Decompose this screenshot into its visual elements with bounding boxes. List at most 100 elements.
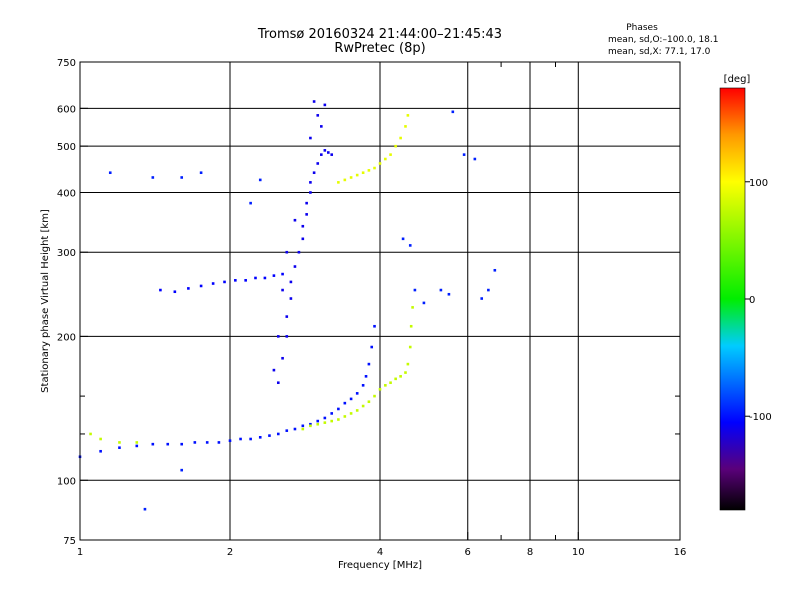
phase-stats-x: mean, sd,X: 77.1, 17.0 xyxy=(608,47,711,57)
data-point xyxy=(355,173,359,177)
data-point xyxy=(349,176,353,179)
data-point xyxy=(413,288,417,292)
data-point xyxy=(285,250,289,254)
x-tick-label: 6 xyxy=(465,547,471,558)
data-point xyxy=(367,400,371,404)
data-point xyxy=(309,181,312,184)
data-point xyxy=(399,375,402,378)
data-point xyxy=(276,432,280,436)
data-point xyxy=(312,100,316,103)
data-point xyxy=(99,437,102,441)
data-point xyxy=(330,153,334,156)
data-point xyxy=(301,237,305,241)
data-point xyxy=(349,397,353,401)
data-point xyxy=(361,404,365,408)
y-tick-label: 100 xyxy=(57,476,76,487)
data-point xyxy=(180,176,184,179)
data-point xyxy=(199,284,203,288)
data-point xyxy=(406,362,410,366)
data-point xyxy=(239,437,242,441)
phase-stats-o: mean, sd,O:–100.0, 18.1 xyxy=(608,35,719,45)
x-axis-label: Frequency [MHz] xyxy=(338,560,422,571)
data-point xyxy=(217,441,221,444)
data-point xyxy=(143,507,147,511)
data-point xyxy=(223,280,226,284)
data-point xyxy=(244,279,247,282)
data-point xyxy=(193,441,197,444)
data-point xyxy=(166,442,170,446)
data-point xyxy=(135,441,139,444)
data-point xyxy=(316,422,320,426)
y-tick-label: 400 xyxy=(57,188,76,199)
x-tick-label: 16 xyxy=(674,547,687,558)
data-point xyxy=(364,375,368,378)
data-point xyxy=(330,419,334,423)
data-point xyxy=(323,416,327,420)
data-point xyxy=(293,427,297,431)
data-point xyxy=(323,103,327,107)
y-tick-label: 600 xyxy=(57,104,76,115)
data-point xyxy=(330,412,334,415)
data-point xyxy=(337,181,340,184)
data-point xyxy=(394,377,397,381)
colorbar-ticks: 100 0 -100 xyxy=(745,178,772,423)
data-point xyxy=(249,201,252,205)
data-point xyxy=(373,166,376,170)
data-point xyxy=(89,432,92,436)
data-point xyxy=(285,315,289,318)
data-point xyxy=(258,178,262,182)
y-axis-label: Stationary phase Virtual Height [km] xyxy=(40,209,51,393)
data-point xyxy=(281,272,284,276)
colorbar-tick-label: 100 xyxy=(749,178,768,189)
data-point xyxy=(151,176,155,179)
x-tick-label: 4 xyxy=(377,547,383,558)
data-point xyxy=(289,297,293,300)
data-point xyxy=(173,290,177,294)
grid-lines xyxy=(80,62,680,540)
chart-title: Tromsø 20160324 21:44:00–21:45:43 xyxy=(257,27,502,42)
data-point xyxy=(309,136,312,140)
data-point xyxy=(228,439,232,443)
y-tick-label: 300 xyxy=(57,248,76,259)
data-point xyxy=(180,442,184,446)
x-tick-label: 1 xyxy=(77,547,83,558)
data-point xyxy=(422,301,426,305)
data-point xyxy=(373,394,376,398)
data-point xyxy=(316,114,320,117)
data-point xyxy=(301,424,305,428)
data-point xyxy=(249,437,252,441)
y-tick-label: 750 xyxy=(57,58,76,69)
data-point xyxy=(234,279,237,282)
data-point xyxy=(411,306,414,309)
data-point xyxy=(316,419,320,423)
data-point xyxy=(408,244,412,247)
data-point xyxy=(439,288,443,292)
data-point xyxy=(373,324,376,328)
data-point xyxy=(301,427,305,431)
data-point xyxy=(462,153,466,156)
data-point xyxy=(320,153,323,156)
data-point xyxy=(327,151,330,154)
data-point xyxy=(258,436,262,439)
x-axis-ticks: 1 2 4 6 8 10 16 xyxy=(77,62,687,558)
data-point xyxy=(361,384,365,387)
data-point xyxy=(480,297,484,300)
data-point xyxy=(394,144,397,148)
data-point xyxy=(399,136,402,140)
data-point xyxy=(151,442,155,446)
data-point xyxy=(408,345,412,349)
data-point xyxy=(401,237,405,241)
data-point xyxy=(205,441,209,444)
data-point xyxy=(473,157,477,161)
data-point xyxy=(305,201,308,205)
data-point xyxy=(343,401,347,405)
data-point xyxy=(349,412,353,415)
data-point xyxy=(337,407,340,411)
data-point xyxy=(312,171,316,175)
data-point xyxy=(316,162,320,165)
data-point xyxy=(281,288,284,292)
data-point xyxy=(293,218,297,222)
data-point xyxy=(118,446,121,449)
data-point xyxy=(323,149,327,152)
